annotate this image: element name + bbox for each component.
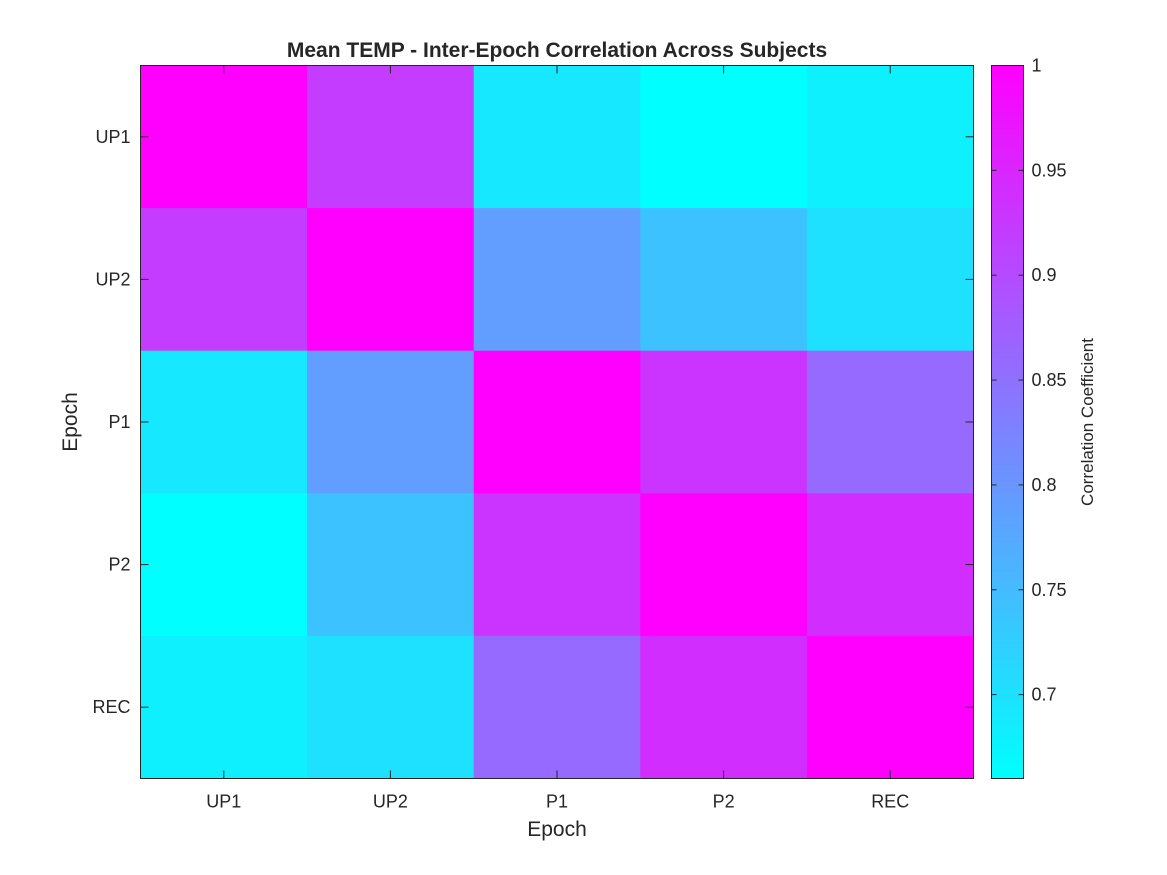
x-tick-label: UP2 (373, 792, 408, 812)
heatmap-cell-up2-p2 (640, 208, 808, 352)
heatmap-cell-p1-p1 (473, 350, 641, 494)
x-tick-label: P2 (713, 792, 735, 812)
heatmap-cell-p1-up2 (307, 350, 475, 494)
colorbar-tick-label: 0.85 (1032, 370, 1067, 390)
heatmap-cell-up1-up2 (307, 65, 475, 209)
heatmap-cell-up1-up1 (140, 65, 308, 209)
heatmap-cell-rec-up2 (307, 635, 475, 779)
y-tick-label: REC (92, 697, 130, 717)
y-tick-label: P2 (108, 555, 130, 575)
heatmap-cell-rec-rec (806, 635, 974, 779)
colorbar-tick-label: 0.95 (1032, 160, 1067, 180)
x-tick-label: REC (871, 792, 909, 812)
x-axis-ticks: UP1 UP2 P1 P2 REC (206, 65, 909, 812)
colorbar-tick-label: 0.8 (1032, 475, 1057, 495)
heatmap-cell-p1-rec (806, 350, 974, 494)
colorbar-ticks: 0.7 0.75 0.8 0.85 0.9 0.95 1 (991, 56, 1067, 705)
colorbar-tick-label: 1 (1032, 56, 1042, 76)
x-tick-label: P1 (546, 792, 568, 812)
heatmap-cell-p1-p2 (640, 350, 808, 494)
colorbar-tick-label: 0.75 (1032, 580, 1067, 600)
heatmap-cell-p2-p2 (640, 493, 808, 637)
heatmap-cell-p1-up1 (140, 350, 308, 494)
chart-title: Mean TEMP - Inter-Epoch Correlation Acro… (287, 39, 827, 62)
heatmap-cell-up1-p2 (640, 65, 808, 209)
colorbar-label: Correlation Coefficient (1078, 338, 1097, 506)
heatmap-cells (140, 65, 974, 779)
heatmap-cell-up2-up2 (307, 208, 475, 352)
y-tick-label: P1 (108, 412, 130, 432)
y-axis-ticks: UP1 UP2 P1 P2 REC (92, 127, 974, 717)
heatmap-cell-up2-up1 (140, 208, 308, 352)
heatmap-cell-rec-p1 (473, 635, 641, 779)
x-tick-label: UP1 (206, 792, 241, 812)
heatmap-cell-up1-rec (806, 65, 974, 209)
y-tick-label: UP1 (95, 127, 130, 147)
heatmap-cell-up1-p1 (473, 65, 641, 209)
y-axis-label: Epoch (59, 392, 82, 452)
colorbar-tick-label: 0.7 (1032, 685, 1057, 705)
heatmap-cell-rec-up1 (140, 635, 308, 779)
heatmap-cell-up2-p1 (473, 208, 641, 352)
x-axis-label: Epoch (527, 818, 587, 841)
heatmap-cell-rec-p2 (640, 635, 808, 779)
heatmap-cell-p2-up2 (307, 493, 475, 637)
heatmap-cell-p2-rec (806, 493, 974, 637)
y-tick-label: UP2 (95, 269, 130, 289)
colorbar-tick-label: 0.9 (1032, 265, 1057, 285)
heatmap-cell-p2-up1 (140, 493, 308, 637)
heatmap-cell-up2-rec (806, 208, 974, 352)
colorbar (991, 65, 1024, 779)
heatmap-cell-p2-p1 (473, 493, 641, 637)
